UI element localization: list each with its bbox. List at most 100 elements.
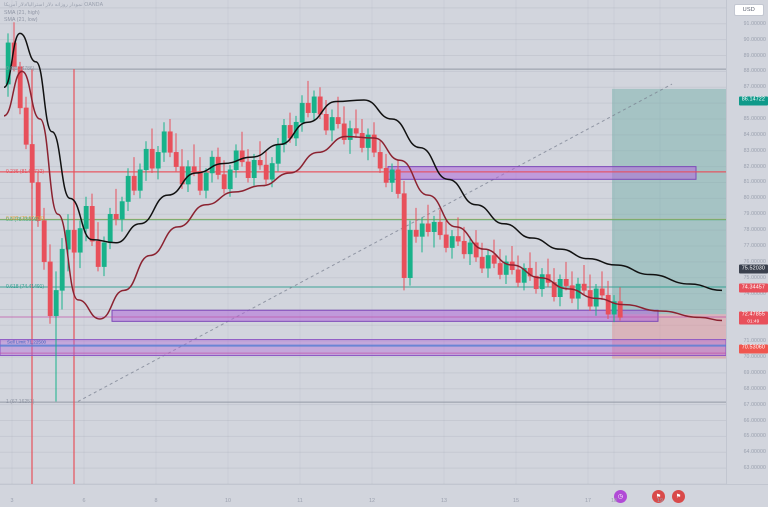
price-tick: 89.00000 xyxy=(743,52,766,59)
price-marker-1[interactable]: 75.52030 xyxy=(738,264,768,274)
price-tick: 80.00000 xyxy=(743,195,766,202)
flag-icon-2[interactable]: ⚑ xyxy=(672,490,685,503)
candle xyxy=(35,182,41,221)
candle xyxy=(107,213,113,244)
time-tick: 6 xyxy=(82,498,86,504)
candle xyxy=(425,223,431,232)
price-marker-0[interactable]: 86.14722 xyxy=(738,96,768,106)
price-tick: 71.00000 xyxy=(743,338,766,345)
price-marker-value: 86.14722 xyxy=(741,96,765,103)
candle xyxy=(89,206,95,242)
price-tick: 90.00000 xyxy=(743,36,766,43)
candle xyxy=(239,150,245,163)
candle xyxy=(305,102,311,113)
candle xyxy=(275,144,281,164)
price-tick: 88.00000 xyxy=(743,68,766,75)
candle xyxy=(329,117,335,131)
sell-limit-label: Sell Limit 71.22500 xyxy=(7,339,47,345)
price-tick: 83.00000 xyxy=(743,147,766,154)
candle xyxy=(299,102,305,123)
candle xyxy=(431,221,437,232)
time-tick: 17 xyxy=(585,498,591,504)
candle xyxy=(71,229,77,253)
candle xyxy=(449,236,455,248)
candle xyxy=(245,161,251,178)
time-tick: 10 xyxy=(225,498,231,504)
price-tick: 75.00000 xyxy=(743,274,766,281)
candle xyxy=(47,261,53,317)
candle xyxy=(119,201,125,220)
candle xyxy=(371,134,377,153)
price-tick: 65.00000 xyxy=(743,433,766,440)
candle xyxy=(215,156,221,175)
chart-plot-area[interactable]: 0 (88.14786) 0.236 (81.66732) 0.382 (78.67… xyxy=(0,0,726,484)
candle xyxy=(413,229,419,237)
candle xyxy=(83,206,89,229)
candle xyxy=(203,172,209,191)
fib-label-1: 0.236 (81.66732) xyxy=(6,168,45,175)
fib-label-4: 0.618 (74.41491) xyxy=(6,283,45,290)
candle xyxy=(443,234,449,248)
time-tick: 18 xyxy=(611,498,617,504)
candle xyxy=(437,221,443,236)
price-tick: 63.00000 xyxy=(743,465,766,472)
price-axis[interactable]: USD 91.00000 90.00000 89.00000 88.00000 87.0… xyxy=(726,0,768,484)
candle xyxy=(461,240,467,255)
price-marker-5[interactable]: 70.53060 xyxy=(738,344,768,354)
candle xyxy=(497,263,503,275)
chart-canvas xyxy=(0,7,726,484)
candle xyxy=(401,193,407,278)
time-tick: 19 xyxy=(657,498,663,504)
candle xyxy=(467,242,473,255)
candle xyxy=(95,240,101,267)
candle xyxy=(581,283,587,291)
candle xyxy=(167,131,173,153)
candle xyxy=(359,133,365,148)
price-tick: 74.00000 xyxy=(743,290,766,297)
time-axis[interactable]: ◷ ⚑ ⚑ 3 6 8 10 11 12 13 15 17 18 19 xyxy=(0,484,768,507)
sma-high-label: SMA (21, high) xyxy=(4,9,40,16)
candle xyxy=(341,123,347,140)
price-tick: 77.00000 xyxy=(743,242,766,249)
candle xyxy=(533,275,539,290)
candle xyxy=(605,294,611,315)
price-tick: 78.00000 xyxy=(743,227,766,234)
candle xyxy=(113,213,119,220)
price-tick: 79.00000 xyxy=(743,211,766,218)
candle xyxy=(77,228,83,253)
price-tick: 64.00000 xyxy=(743,449,766,456)
candle xyxy=(131,175,137,191)
alert-clock-icon[interactable]: ◷ xyxy=(614,490,627,503)
candle xyxy=(611,301,617,315)
candle xyxy=(353,128,359,134)
flag-icon-1[interactable]: ⚑ xyxy=(652,490,665,503)
time-tick: 12 xyxy=(369,498,375,504)
sma-low-label: SMA (21, low) xyxy=(4,17,38,23)
chart-legend: OANDA نمودار روزانه دلار استرالیا/دلار آ… xyxy=(4,2,103,25)
candle xyxy=(11,42,17,67)
candle xyxy=(227,169,233,190)
time-tick: 8 xyxy=(154,498,158,504)
fib-label-0: 0 (88.14786) xyxy=(6,66,35,73)
candle xyxy=(251,160,257,178)
price-tick: 68.00000 xyxy=(743,385,766,392)
candle xyxy=(515,269,521,283)
candle xyxy=(17,66,23,109)
candle xyxy=(389,169,395,183)
price-marker-2[interactable]: 74.34457 xyxy=(738,283,768,293)
candle xyxy=(269,163,275,180)
price-marker-value: 74.34457 xyxy=(741,284,765,291)
candle xyxy=(257,160,263,166)
candle xyxy=(335,117,341,125)
candle xyxy=(53,290,59,317)
candle xyxy=(377,152,383,169)
candle xyxy=(539,274,545,290)
candle xyxy=(347,128,353,140)
price-tick: 87.00000 xyxy=(743,84,766,91)
candle xyxy=(599,288,605,296)
currency-badge[interactable]: USD xyxy=(733,4,764,16)
price-marker-4[interactable]: 72.47855 01:49 xyxy=(738,311,768,325)
time-tick: 15 xyxy=(513,498,519,504)
price-tick: 85.00000 xyxy=(743,116,766,123)
candle xyxy=(149,148,155,169)
